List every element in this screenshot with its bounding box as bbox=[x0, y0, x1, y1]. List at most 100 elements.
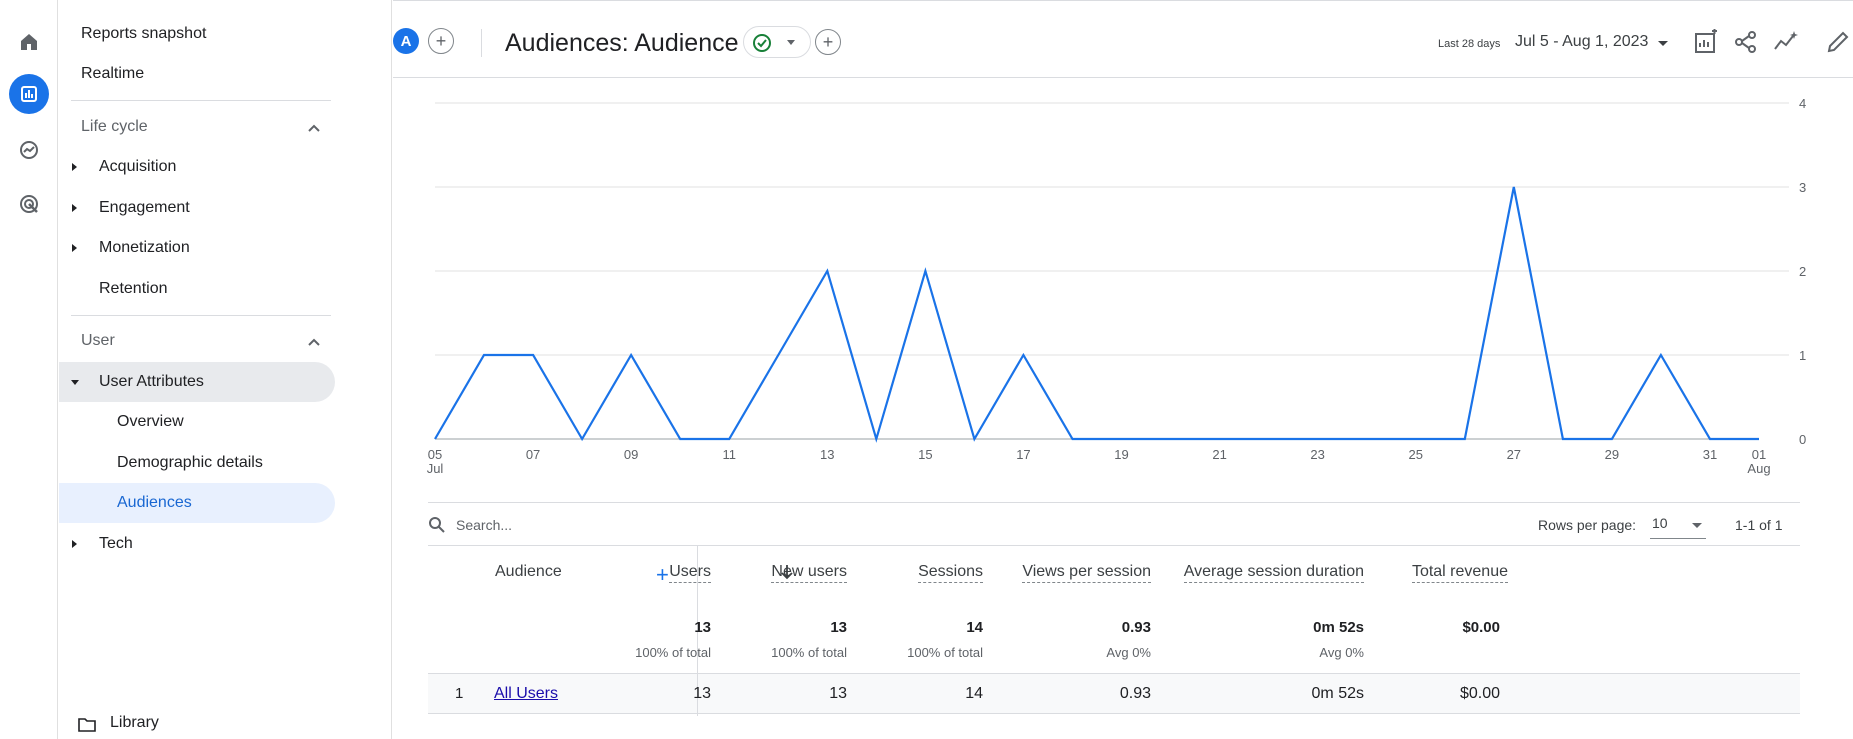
total-users-subtext: 100% of total bbox=[635, 645, 711, 660]
nav-label: Retention bbox=[99, 280, 168, 297]
rows-per-page-value: 10 bbox=[1652, 515, 1668, 531]
total-views-per-session: 0.93 bbox=[1121, 619, 1151, 636]
share-icon[interactable] bbox=[1733, 29, 1759, 55]
chevron-up-icon bbox=[308, 124, 320, 132]
expand-arrow-icon bbox=[72, 540, 77, 548]
cell-new-users: 13 bbox=[829, 685, 847, 702]
y-tick-label: 0 bbox=[1799, 432, 1806, 447]
search-icon bbox=[429, 517, 445, 533]
report-header: A + Audiences: Audience + Last 28 days J… bbox=[393, 0, 1853, 78]
check-circle-icon bbox=[753, 34, 771, 52]
date-dropdown-icon[interactable] bbox=[1658, 41, 1668, 46]
x-tick-label: 27 bbox=[1507, 447, 1521, 462]
expand-arrow-icon bbox=[72, 163, 77, 171]
expand-arrow-icon bbox=[72, 244, 77, 252]
add-comparison-button[interactable]: + bbox=[428, 28, 454, 54]
pagination-text: 1-1 of 1 bbox=[1735, 517, 1783, 533]
total-duration-subtext: Avg 0% bbox=[1319, 645, 1364, 660]
column-header-sessions[interactable]: Sessions bbox=[918, 563, 983, 583]
nav-section-user[interactable]: User bbox=[59, 321, 335, 361]
customize-report-icon[interactable] bbox=[1693, 29, 1719, 55]
nav-label: Monetization bbox=[99, 239, 190, 256]
x-tick-label: 13 bbox=[820, 447, 834, 462]
total-new-users: 13 bbox=[830, 619, 847, 636]
comparison-avatar[interactable]: A bbox=[393, 28, 419, 54]
sort-descending-icon[interactable] bbox=[780, 564, 794, 580]
nav-label: Engagement bbox=[99, 199, 190, 216]
x-tick-label: 19 bbox=[1114, 447, 1128, 462]
column-header-new-users[interactable]: New users bbox=[771, 563, 847, 583]
table-search-input[interactable]: Search... bbox=[456, 517, 513, 533]
y-tick-label: 2 bbox=[1799, 264, 1806, 279]
nav-label: User Attributes bbox=[99, 373, 204, 390]
nav-tech[interactable]: Tech bbox=[59, 524, 335, 564]
audience-link-all-users[interactable]: All Users bbox=[494, 685, 559, 702]
date-range-picker[interactable]: Jul 5 - Aug 1, 2023 bbox=[1515, 33, 1649, 50]
table-row[interactable]: 1 All Users 13 13 14 0.93 0m 52s $0.00 bbox=[428, 674, 1800, 714]
total-views-subtext: Avg 0% bbox=[1106, 645, 1151, 660]
x-tick-label: 05 bbox=[428, 447, 442, 462]
dimension-header[interactable]: Audience bbox=[495, 563, 562, 580]
y-tick-label: 1 bbox=[1799, 348, 1806, 363]
nav-section-life-cycle[interactable]: Life cycle bbox=[59, 107, 335, 147]
total-sessions: 14 bbox=[966, 619, 983, 636]
explore-icon[interactable] bbox=[9, 130, 49, 170]
nav-overview[interactable]: Overview bbox=[59, 402, 335, 442]
column-separator bbox=[697, 546, 698, 716]
total-new-users-subtext: 100% of total bbox=[771, 645, 847, 660]
dropdown-arrow-icon bbox=[1692, 523, 1702, 528]
home-icon[interactable] bbox=[9, 22, 49, 62]
x-tick-sublabel: Jul bbox=[427, 461, 444, 476]
nav-label: Life cycle bbox=[81, 118, 148, 135]
series-line-users bbox=[434, 186, 1759, 443]
x-tick-label: 21 bbox=[1212, 447, 1226, 462]
table-toolbar: Search... Rows per page: 10 1-1 of 1 bbox=[428, 502, 1800, 546]
nav-acquisition[interactable]: Acquisition bbox=[59, 147, 335, 187]
column-header-users[interactable]: Users bbox=[669, 563, 711, 583]
nav-realtime[interactable]: Realtime bbox=[59, 54, 335, 94]
advertising-icon[interactable] bbox=[9, 184, 49, 224]
x-tick-label: 01 bbox=[1752, 447, 1766, 462]
cell-total-revenue: $0.00 bbox=[1459, 685, 1500, 702]
nav-audiences[interactable]: Audiences bbox=[59, 483, 335, 523]
nav-label: Realtime bbox=[81, 65, 145, 82]
nav-user-attributes[interactable]: User Attributes bbox=[59, 362, 335, 402]
reports-icon[interactable] bbox=[9, 74, 49, 114]
cell-sessions: 14 bbox=[965, 685, 983, 702]
page-title: Audiences: Audience bbox=[505, 29, 739, 57]
nav-demographic-details[interactable]: Demographic details bbox=[59, 443, 335, 483]
rows-per-page-label: Rows per page: bbox=[1538, 517, 1637, 533]
row-index: 1 bbox=[455, 685, 464, 702]
add-filter-button[interactable]: + bbox=[815, 29, 841, 55]
column-header-views-per-session[interactable]: Views per session bbox=[1022, 563, 1151, 583]
folder-icon bbox=[78, 718, 96, 732]
collapse-arrow-icon bbox=[71, 380, 79, 385]
column-header-average-session-duration[interactable]: Average session duration bbox=[1183, 563, 1364, 583]
nav-monetization[interactable]: Monetization bbox=[59, 228, 335, 268]
nav-retention[interactable]: Retention bbox=[59, 269, 335, 309]
nav-reports-snapshot[interactable]: Reports snapshot bbox=[59, 14, 335, 54]
total-average-session-duration: 0m 52s bbox=[1313, 619, 1364, 636]
nav-label: Audiences bbox=[117, 494, 192, 511]
y-tick-label: 3 bbox=[1799, 180, 1806, 195]
x-tick-label: 23 bbox=[1310, 447, 1324, 462]
rows-per-page-select[interactable]: 10 bbox=[1650, 511, 1706, 539]
insights-icon[interactable] bbox=[1773, 29, 1799, 55]
column-header-total-revenue[interactable]: Total revenue bbox=[1411, 563, 1508, 583]
x-tick-label: 17 bbox=[1016, 447, 1030, 462]
add-dimension-button[interactable]: + bbox=[656, 562, 669, 587]
total-revenue: $0.00 bbox=[1462, 619, 1500, 636]
nav-label: Acquisition bbox=[99, 158, 177, 175]
library-link[interactable]: Library bbox=[110, 714, 159, 731]
x-tick-label: 09 bbox=[624, 447, 638, 462]
nav-engagement[interactable]: Engagement bbox=[59, 188, 335, 228]
cell-users: 13 bbox=[693, 685, 711, 702]
report-status-pill[interactable] bbox=[743, 26, 811, 58]
x-tick-label: 11 bbox=[722, 447, 736, 462]
edit-icon[interactable] bbox=[1825, 29, 1851, 55]
dropdown-arrow-icon bbox=[787, 40, 795, 45]
left-rail bbox=[0, 0, 58, 739]
nav-label: Reports snapshot bbox=[81, 25, 207, 42]
